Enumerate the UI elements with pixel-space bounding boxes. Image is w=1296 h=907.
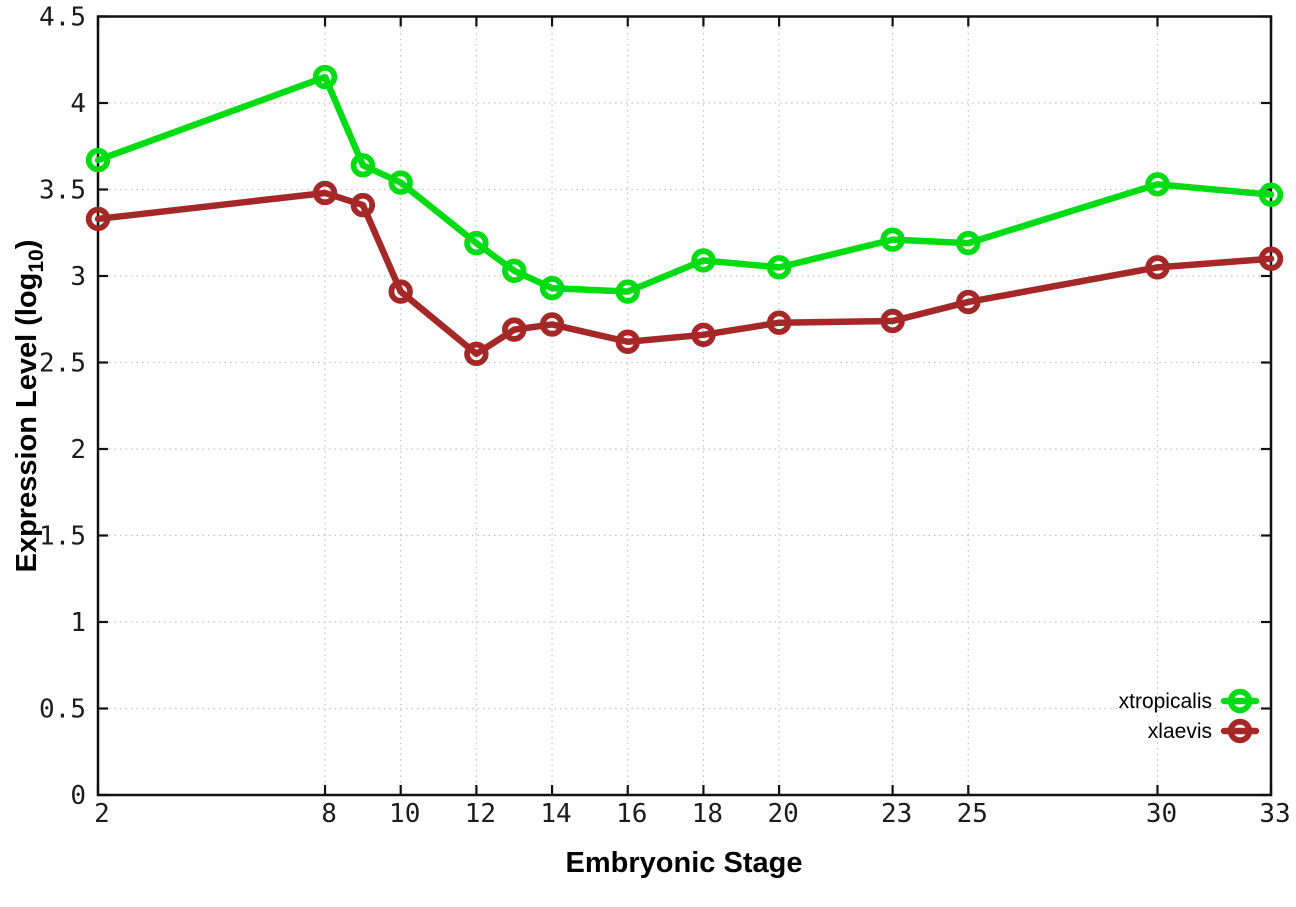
- series-line-xlaevis: [94, 189, 1275, 358]
- legend-entry-xtropicalis: xtropicalis: [1119, 688, 1260, 714]
- legend-entry-xlaevis: xlaevis: [1148, 718, 1260, 744]
- legend-sample-marker: [1227, 718, 1253, 744]
- x-tick-label: 20: [767, 799, 798, 829]
- tick-layer: [96, 15, 1273, 797]
- data-point-xlaevis: [312, 180, 338, 206]
- y-tick-label: 3.5: [39, 176, 86, 206]
- data-point-xtropicalis: [464, 230, 489, 256]
- x-axis-title: Embryonic Stage: [566, 847, 803, 879]
- y-tick-label: 0.5: [39, 695, 86, 725]
- data-point-xlaevis: [956, 289, 981, 315]
- legend-label-xlaevis: xlaevis: [1148, 720, 1212, 743]
- data-point-xlaevis: [350, 192, 376, 218]
- plot-border: [96, 15, 1273, 797]
- series-line-xtropicalis: [94, 73, 1275, 295]
- data-point-xlaevis: [766, 310, 792, 335]
- data-point-xlaevis: [1145, 255, 1170, 280]
- y-axis-title: Expression Level (log10): [11, 240, 48, 573]
- data-point-xtropicalis: [539, 275, 565, 301]
- data-point-xlaevis: [85, 206, 111, 232]
- x-tick-label: 10: [389, 799, 420, 829]
- x-tick-label: 2: [94, 799, 110, 829]
- y-tick-label: 1: [70, 608, 86, 638]
- tick-label-layer: 0 0.5 1 1.5 2 2.5 3 3.5 4 4.5 2 8 10 12 14 16 18 20 23 25 30…: [39, 3, 1291, 830]
- series-layer: [85, 64, 1284, 367]
- data-point-xlaevis: [1258, 246, 1284, 271]
- x-tick-label: 18: [692, 799, 723, 829]
- data-point-xlaevis: [539, 312, 565, 337]
- legend: xtropicalis xlaevis: [1119, 688, 1260, 744]
- legend-label-xtropicalis: xtropicalis: [1119, 690, 1212, 713]
- x-tick-label: 12: [465, 799, 496, 829]
- data-point-xtropicalis: [615, 279, 640, 304]
- data-point-xtropicalis: [502, 258, 527, 284]
- data-point-xtropicalis: [691, 248, 716, 273]
- data-point-xtropicalis: [880, 227, 905, 252]
- data-point-xtropicalis: [1145, 172, 1170, 197]
- data-point-xtropicalis: [85, 147, 111, 173]
- data-point-xlaevis: [502, 317, 527, 342]
- data-point-xlaevis: [880, 308, 905, 334]
- y-tick-label: 0: [70, 781, 86, 811]
- y-tick-label: 2.5: [39, 349, 86, 379]
- data-point-xlaevis: [464, 341, 489, 367]
- y-tick-label: 1.5: [39, 522, 86, 552]
- data-point-xlaevis: [615, 329, 640, 354]
- x-tick-label: 33: [1259, 799, 1290, 829]
- y-tick-label: 4.5: [39, 3, 86, 33]
- x-tick-label: 16: [616, 799, 647, 829]
- data-point-xlaevis: [691, 322, 716, 348]
- x-tick-label: 25: [957, 799, 988, 829]
- data-point-xtropicalis: [388, 170, 413, 195]
- x-tick-label: 14: [540, 799, 571, 829]
- grid-layer: [98, 16, 1271, 795]
- data-point-xtropicalis: [1258, 182, 1284, 207]
- legend-sample-marker: [1227, 688, 1253, 714]
- data-point-xtropicalis: [312, 64, 338, 90]
- y-tick-label: 3: [70, 262, 86, 292]
- data-point-xlaevis: [388, 279, 413, 304]
- data-point-xtropicalis: [956, 230, 981, 256]
- x-tick-label: 23: [881, 799, 912, 829]
- y-tick-label: 2: [70, 435, 86, 465]
- y-tick-label: 4: [70, 89, 86, 119]
- x-tick-label: 30: [1146, 799, 1177, 829]
- data-point-xtropicalis: [350, 153, 376, 178]
- x-tick-label: 8: [321, 799, 337, 829]
- data-point-xtropicalis: [766, 255, 792, 280]
